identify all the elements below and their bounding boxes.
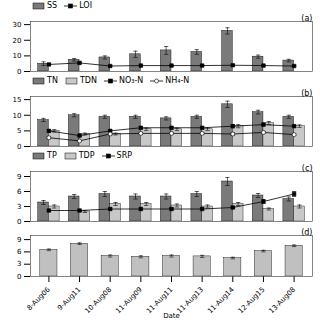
svg-text:3: 3 [17, 203, 21, 211]
html-text:SRP: SRP [116, 151, 133, 160]
svg-text:3: 3 [17, 260, 21, 268]
svg-text:9: 9 [17, 173, 21, 181]
html-text:TP: TP [47, 151, 57, 160]
svg-text:0: 0 [17, 273, 21, 281]
svg-text:(b): (b) [301, 89, 312, 98]
html-text:TDN: TDN [79, 76, 97, 85]
svg-text:5: 5 [17, 127, 21, 135]
svg-text:9: 9 [17, 236, 21, 244]
svg-text:11-Aug09: 11-Aug09 [114, 286, 144, 316]
svg-text:11-Aug13: 11-Aug13 [176, 286, 206, 316]
html-text:SS: SS [47, 1, 58, 10]
svg-text:(d): (d) [301, 228, 312, 237]
svg-text:Date: Date [163, 312, 180, 320]
svg-text:10-Aug08: 10-Aug08 [84, 286, 114, 316]
svg-text:0: 0 [17, 143, 21, 150]
svg-text:(a): (a) [301, 14, 312, 23]
html-text:NH₄-N: NH₄-N [165, 76, 190, 85]
svg-text:6: 6 [17, 248, 22, 256]
svg-text:8-Aug06: 8-Aug06 [25, 285, 52, 312]
svg-text:10: 10 [13, 52, 22, 60]
svg-text:0: 0 [17, 218, 21, 225]
svg-text:10: 10 [13, 111, 22, 119]
html-text:TDP: TDP [78, 151, 95, 160]
svg-text:0: 0 [17, 68, 21, 75]
svg-text:(c): (c) [302, 164, 313, 173]
svg-text:6: 6 [17, 188, 22, 196]
html-text:TN: TN [47, 76, 58, 85]
svg-text:11-Aug11: 11-Aug11 [144, 285, 175, 316]
svg-text:30: 30 [13, 21, 22, 29]
svg-text:20: 20 [13, 36, 22, 44]
svg-text:11-Aug14: 11-Aug14 [206, 285, 236, 315]
html-text:NO₃-N: NO₃-N [118, 76, 144, 85]
svg-text:13-Aug08: 13-Aug08 [268, 286, 298, 316]
svg-text:9-Aug11: 9-Aug11 [56, 286, 82, 312]
svg-text:12-Aug15: 12-Aug15 [237, 286, 267, 316]
html-text:LOI: LOI [79, 1, 92, 10]
svg-text:15: 15 [13, 96, 22, 104]
